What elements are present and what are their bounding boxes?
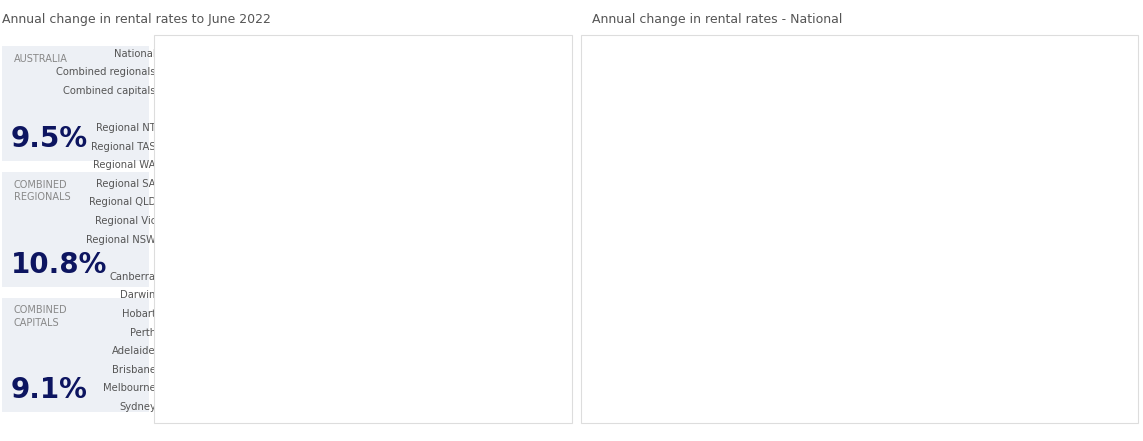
Text: 4.9%: 4.9% <box>286 178 313 188</box>
Bar <box>160 177 280 189</box>
Text: AUSTRALIA: AUSTRALIA <box>14 54 67 64</box>
Text: 10.8%: 10.8% <box>11 251 107 279</box>
Bar <box>160 270 389 281</box>
Text: 10.8%: 10.8% <box>431 66 465 76</box>
Text: 8.5%: 8.5% <box>374 215 402 225</box>
Text: 9.1%: 9.1% <box>11 377 88 404</box>
Text: 9.5%: 9.5% <box>11 125 88 153</box>
Text: 9.5%: 9.5% <box>399 48 426 58</box>
Text: Annual change in rental rates to June 2022: Annual change in rental rates to June 20… <box>2 13 271 26</box>
Bar <box>160 288 246 300</box>
Text: 13.1%: 13.1% <box>487 196 522 206</box>
Text: 10.2%: 10.2% <box>416 234 450 243</box>
Bar <box>160 84 384 96</box>
Text: 7.7%: 7.7% <box>354 122 382 132</box>
Bar <box>160 381 344 393</box>
Bar <box>160 47 393 59</box>
Bar <box>160 214 369 226</box>
Text: 12.1%: 12.1% <box>463 364 497 374</box>
Bar <box>160 233 410 244</box>
Bar <box>160 363 457 374</box>
Bar <box>160 158 357 170</box>
Text: 9.5%: 9.5% <box>1073 112 1105 125</box>
Text: 9.3%: 9.3% <box>393 271 422 281</box>
Text: Annual change in rental rates - National: Annual change in rental rates - National <box>592 13 842 26</box>
Text: 9.5%: 9.5% <box>399 141 426 151</box>
Bar <box>160 121 350 133</box>
Bar <box>160 400 399 412</box>
Text: COMBINED
REGIONALS: COMBINED REGIONALS <box>14 180 71 202</box>
Text: 6.7%: 6.7% <box>329 327 358 336</box>
Text: 10.6%: 10.6% <box>425 345 461 355</box>
Text: 8.0%: 8.0% <box>361 159 390 169</box>
Bar <box>160 140 393 151</box>
Text: 9.7%: 9.7% <box>403 401 431 411</box>
Text: COMBINED
CAPITALS: COMBINED CAPITALS <box>14 306 67 328</box>
FancyBboxPatch shape <box>2 298 149 412</box>
Bar <box>160 66 425 77</box>
FancyBboxPatch shape <box>2 46 149 161</box>
Text: 7.5%: 7.5% <box>350 382 377 392</box>
Text: 3.5%: 3.5% <box>251 289 279 299</box>
FancyBboxPatch shape <box>2 172 149 287</box>
Bar <box>160 307 371 319</box>
Bar <box>160 326 325 337</box>
Text: 9.1%: 9.1% <box>389 85 417 95</box>
Bar <box>160 344 421 356</box>
Bar <box>160 196 482 207</box>
Text: 8.6%: 8.6% <box>376 308 405 318</box>
